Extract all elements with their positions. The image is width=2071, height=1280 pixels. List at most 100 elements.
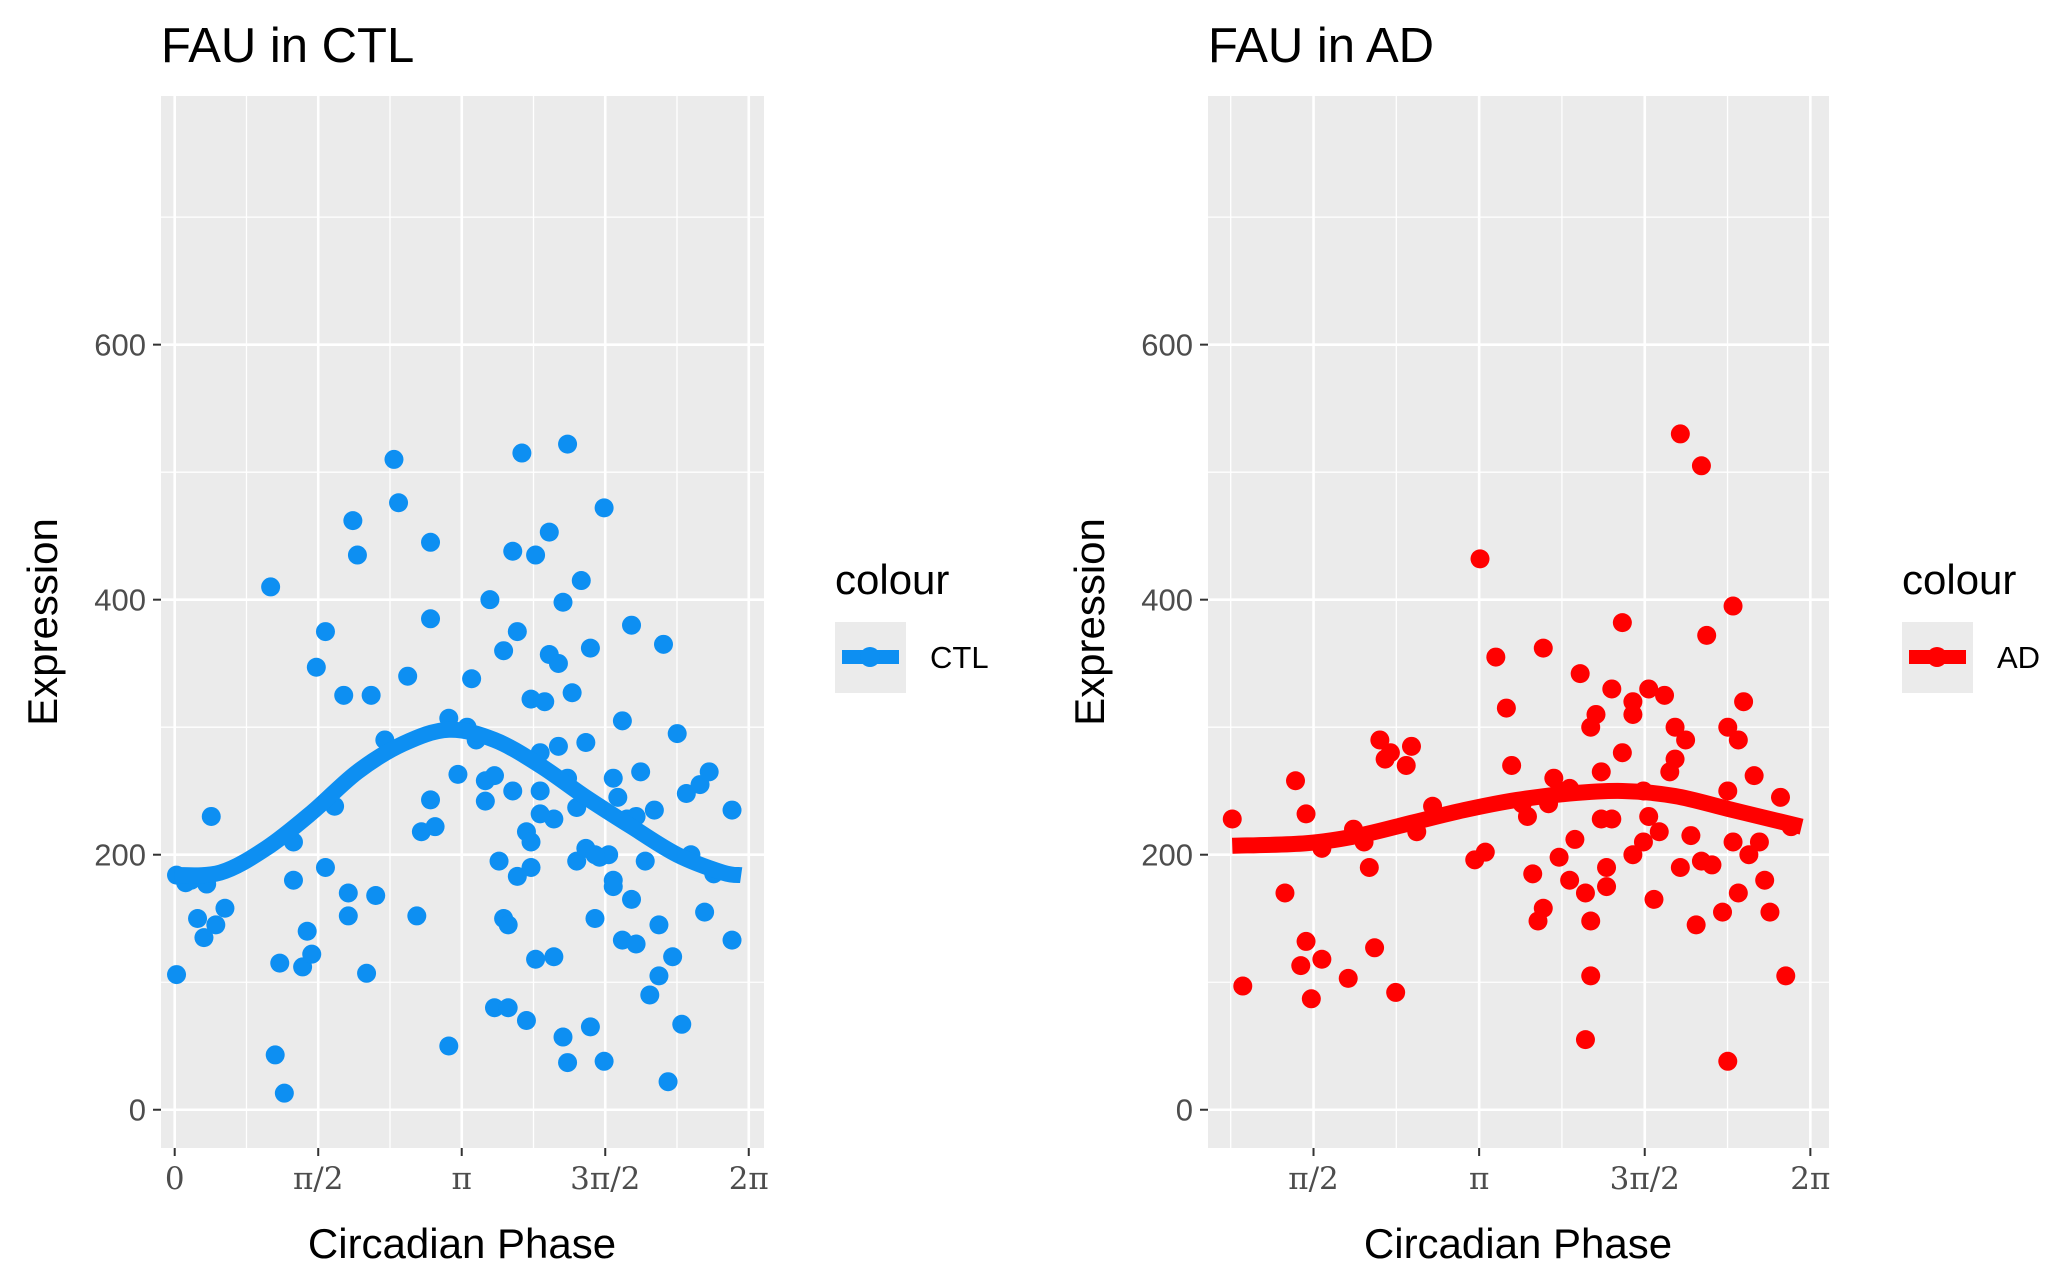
data-point [270, 953, 290, 973]
data-point [338, 906, 358, 926]
data-point [1597, 857, 1617, 877]
data-point [1760, 902, 1780, 922]
data-point [1744, 766, 1764, 786]
data-point [667, 724, 687, 744]
data-point [548, 653, 568, 673]
data-point [635, 851, 655, 871]
data-point [421, 609, 441, 629]
chart-ctl-ylabel: Expression [19, 518, 66, 726]
data-point [1718, 1051, 1738, 1071]
y-tick-label: 600 [94, 328, 146, 363]
chart-ad-points [1222, 424, 1801, 1071]
data-point [1702, 855, 1722, 875]
data-point [1475, 842, 1495, 862]
chart-ctl-fit [174, 721, 743, 884]
data-point [539, 522, 559, 542]
data-point [334, 685, 354, 705]
data-point [1359, 857, 1379, 877]
data-point [649, 915, 669, 935]
data-point [516, 1010, 536, 1030]
data-point [1533, 638, 1553, 658]
data-point [1470, 549, 1490, 569]
data-point [338, 883, 358, 903]
data-point [1612, 613, 1632, 633]
data-point [622, 889, 642, 909]
data-point [640, 985, 660, 1005]
data-point [722, 800, 742, 820]
x-tick-label: π [1469, 1161, 1489, 1197]
data-point [530, 781, 550, 801]
data-point [1639, 679, 1659, 699]
chart-ad-legend-label: AD [1997, 640, 2040, 675]
data-point [357, 963, 377, 983]
data-point [1723, 596, 1743, 616]
data-point [343, 511, 363, 531]
data-point [1771, 787, 1791, 807]
data-point [1386, 982, 1406, 1002]
data-point [544, 947, 564, 967]
data-point [1312, 949, 1332, 969]
chart-ad-grid [1208, 96, 1829, 1148]
data-point [1575, 883, 1595, 903]
data-point [1365, 938, 1385, 958]
data-point [297, 921, 317, 941]
data-point [585, 908, 605, 928]
data-point [521, 832, 541, 852]
data-point [1602, 679, 1622, 699]
data-point [1713, 902, 1733, 922]
data-point [507, 622, 527, 642]
chart-ctl-title: FAU in CTL [161, 19, 414, 73]
data-point [1718, 781, 1738, 801]
data-point [1612, 743, 1632, 763]
data-point [1749, 832, 1769, 852]
data-point [644, 800, 664, 820]
data-point [530, 804, 550, 824]
data-point [1665, 749, 1685, 769]
data-point [484, 998, 504, 1018]
data-point [315, 857, 335, 877]
data-point [503, 541, 523, 561]
data-point [503, 781, 523, 801]
data-point [274, 1083, 294, 1103]
data-point [649, 966, 669, 986]
chart-ad-fit [1231, 782, 1804, 854]
data-point [475, 791, 495, 811]
x-tick-label: 0 [165, 1161, 185, 1197]
x-tick-label: 3π/2 [570, 1161, 640, 1197]
y-tick-label: 0 [129, 1093, 146, 1128]
data-point [398, 666, 418, 686]
data-point [448, 764, 468, 784]
data-point [1560, 870, 1580, 890]
data-point [1723, 832, 1743, 852]
data-point [658, 1072, 678, 1092]
data-point [622, 615, 642, 635]
data-point [672, 1014, 692, 1034]
data-point [512, 443, 532, 463]
data-point [1301, 989, 1321, 1009]
data-point [384, 449, 404, 469]
data-point [1665, 717, 1685, 737]
y-tick-label: 400 [94, 583, 146, 618]
data-point [631, 762, 651, 782]
data-point [1291, 956, 1311, 976]
data-point [1396, 755, 1416, 775]
data-point [194, 928, 214, 948]
chart-ad: FAU in AD π/2 π 3π/2 2π 0 200 400 600 Circadian… [1066, 19, 2040, 1267]
data-point [1575, 1030, 1595, 1050]
data-point [306, 657, 326, 677]
data-point [1549, 847, 1569, 867]
x-tick-label: π/2 [293, 1161, 344, 1197]
data-point [283, 870, 303, 890]
chart-ctl-grid [161, 96, 764, 1148]
data-point [1728, 730, 1748, 750]
data-point [558, 434, 578, 454]
x-tick-label: 2π [1790, 1161, 1830, 1197]
y-tick-label: 200 [94, 838, 146, 873]
chart-ad-legend: colour AD [1902, 556, 2040, 693]
data-point [1649, 822, 1669, 842]
data-point [663, 947, 683, 967]
data-point [576, 733, 596, 753]
data-point [1686, 915, 1706, 935]
data-point [462, 669, 482, 689]
chart-ctl-legend-dot [860, 647, 880, 667]
